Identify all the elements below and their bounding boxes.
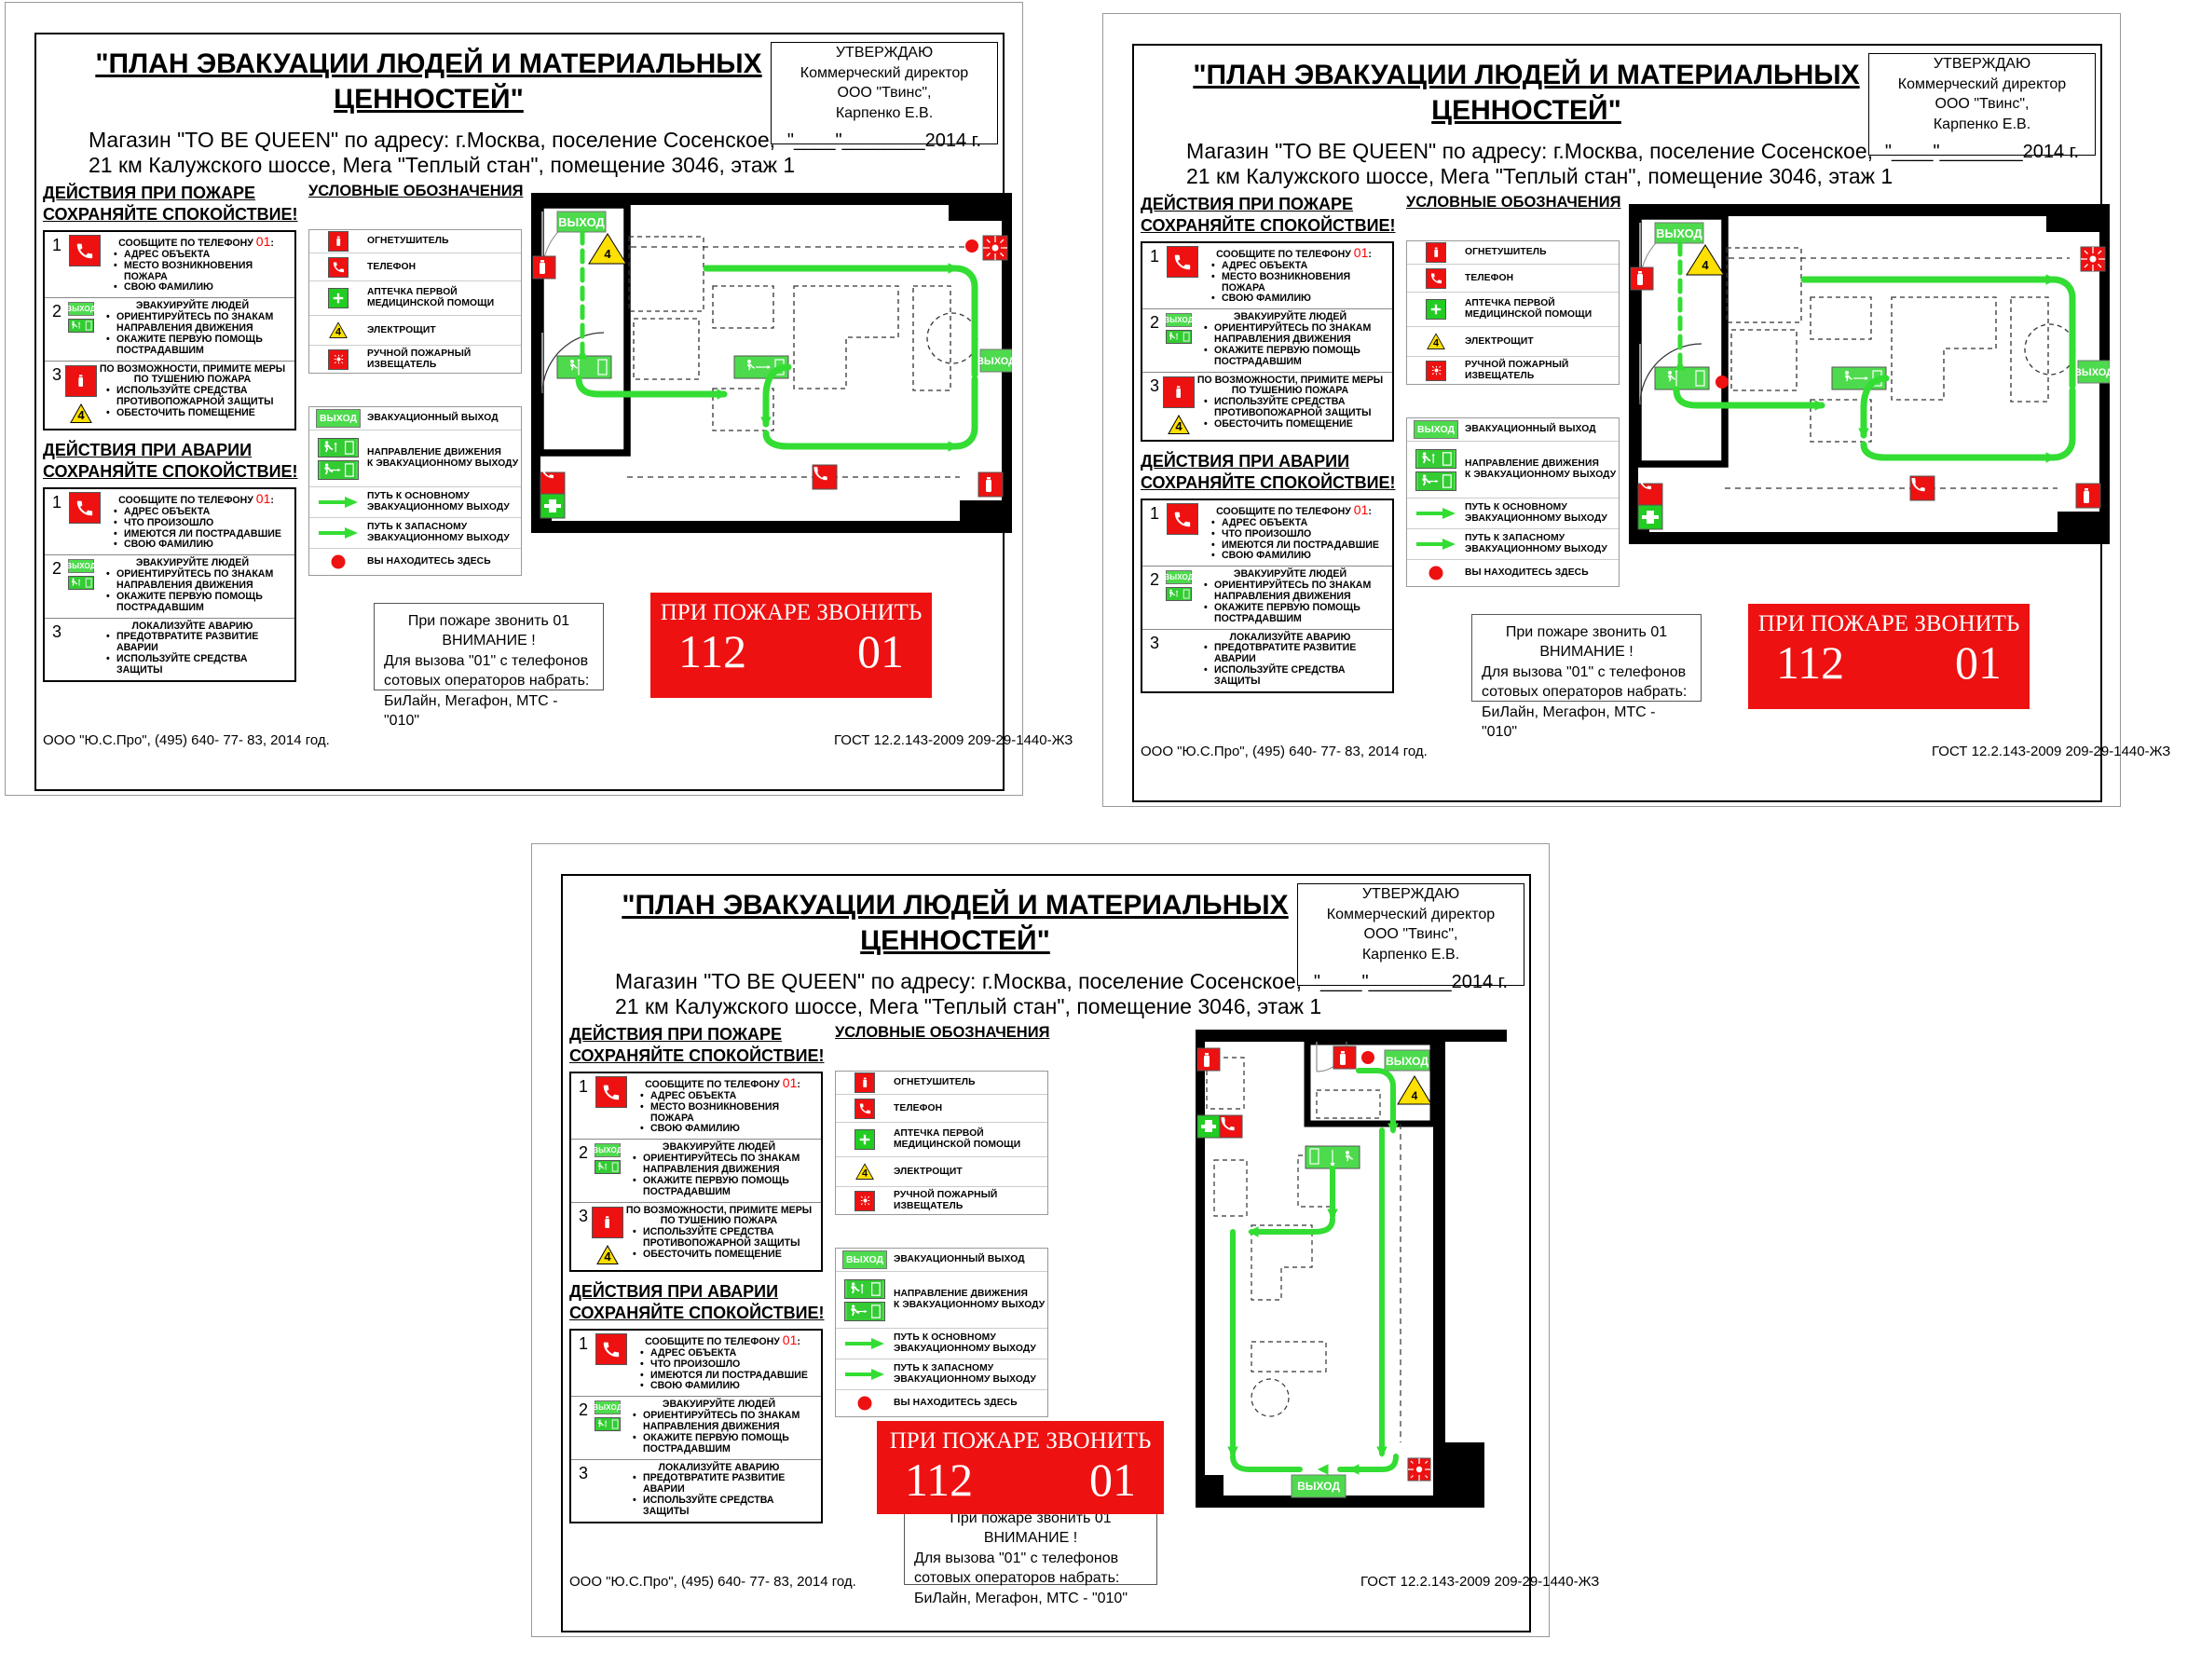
- svg-text:ВЫХОД: ВЫХОД: [558, 215, 605, 229]
- svg-text:ВЫХОД: ВЫХОД: [1297, 1480, 1340, 1493]
- svg-text:ВЫХОД: ВЫХОД: [2074, 367, 2110, 378]
- svg-text:ВЫХОД: ВЫХОД: [1656, 226, 1702, 240]
- svg-text:4: 4: [77, 408, 85, 422]
- svg-text:4: 4: [1412, 1089, 1418, 1102]
- svg-text:4: 4: [1702, 258, 1709, 272]
- svg-text:4: 4: [862, 1168, 868, 1180]
- svg-text:4: 4: [335, 327, 341, 338]
- svg-text:4: 4: [604, 1250, 611, 1263]
- svg-text:4: 4: [604, 247, 611, 261]
- svg-text:4: 4: [1433, 338, 1439, 349]
- svg-text:4: 4: [1175, 419, 1183, 433]
- svg-text:ВЫХОД: ВЫХОД: [977, 356, 1012, 367]
- svg-text:ВЫХОД: ВЫХОД: [1386, 1055, 1429, 1068]
